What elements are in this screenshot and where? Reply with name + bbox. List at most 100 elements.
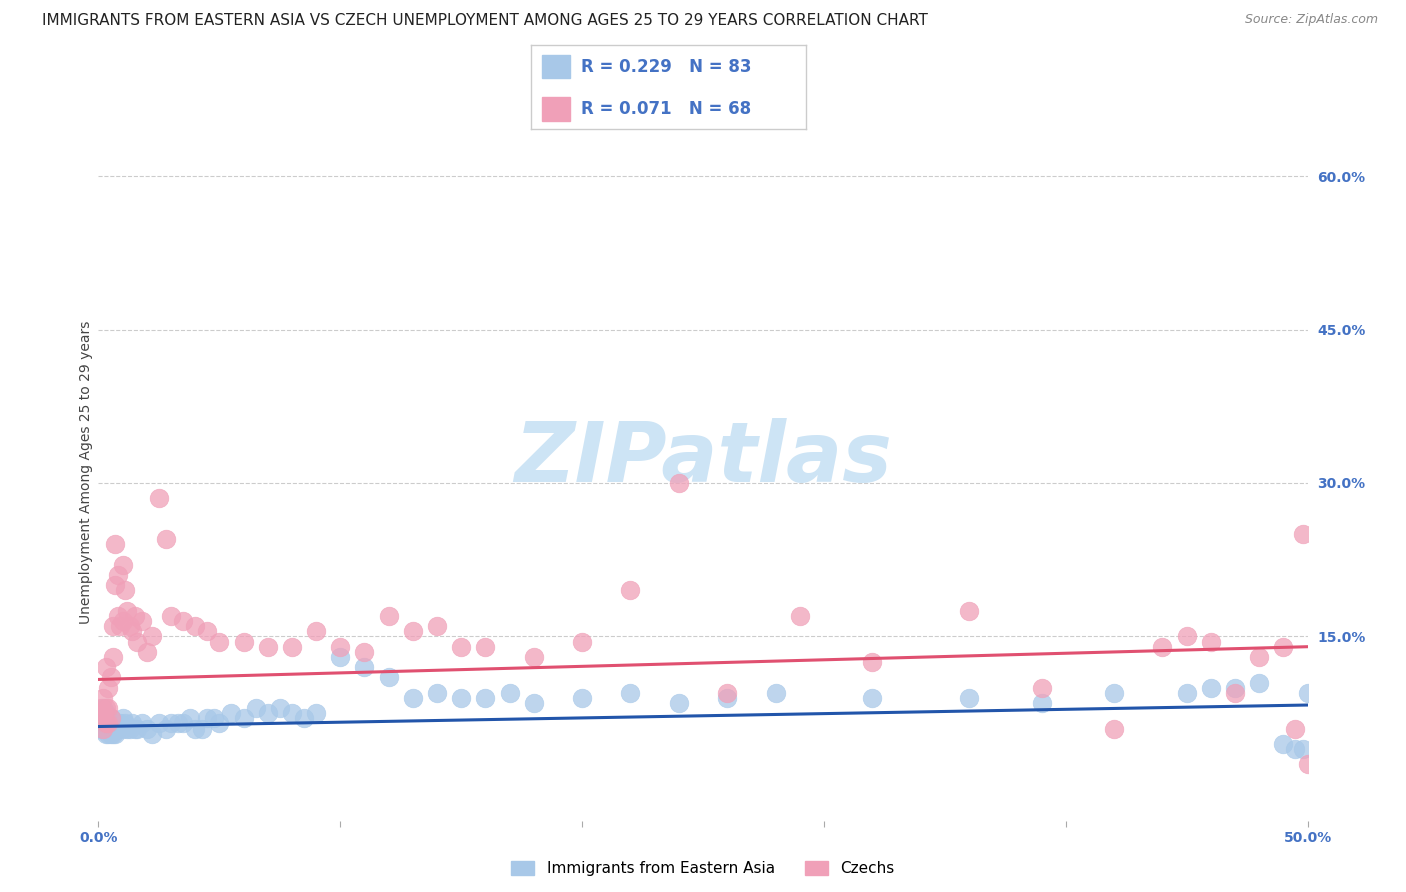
Point (111, 614, 134, 628)
Point (90, 706, 112, 721)
Point (117, 722, 139, 736)
Point (1296, 757, 1319, 772)
Point (765, 686, 787, 700)
Point (104, 578, 127, 592)
Point (97, 716, 120, 731)
Point (191, 722, 214, 736)
Point (329, 640, 352, 654)
Point (1296, 686, 1319, 700)
Point (141, 630, 163, 644)
Point (148, 491, 170, 506)
Point (107, 609, 129, 624)
Point (172, 716, 194, 731)
Point (91, 690, 114, 705)
Point (107, 722, 129, 736)
Point (245, 701, 267, 715)
Point (108, 619, 131, 633)
Point (160, 609, 183, 624)
Bar (543, 97, 569, 120)
Point (1284, 722, 1306, 736)
Point (281, 706, 304, 721)
Point (160, 716, 183, 731)
Point (292, 711, 315, 725)
Point (91, 701, 114, 715)
Point (91, 706, 114, 721)
Point (789, 609, 811, 624)
Point (97, 726, 120, 740)
Point (91, 722, 114, 736)
Point (148, 716, 170, 731)
Point (1152, 640, 1174, 654)
Point (104, 722, 127, 736)
Point (1102, 686, 1125, 700)
Point (121, 716, 143, 731)
Point (155, 533, 177, 547)
Point (1175, 630, 1198, 644)
Point (97, 716, 120, 731)
Point (256, 706, 278, 721)
Point (1031, 696, 1053, 710)
Point (124, 609, 146, 624)
Point (94, 716, 117, 731)
Point (131, 614, 153, 628)
Point (860, 655, 883, 669)
Point (571, 690, 593, 705)
Point (90, 711, 112, 725)
Point (1292, 527, 1315, 541)
Point (141, 726, 163, 740)
Point (90, 722, 112, 736)
Point (184, 722, 207, 736)
Point (118, 722, 141, 736)
Point (450, 690, 472, 705)
Point (101, 726, 124, 740)
Bar (543, 54, 569, 78)
Point (474, 640, 496, 654)
Point (571, 634, 593, 648)
Point (474, 690, 496, 705)
Point (97, 701, 120, 715)
Point (208, 634, 231, 648)
Point (108, 716, 131, 731)
Point (1175, 686, 1198, 700)
Point (94, 716, 117, 731)
Point (221, 706, 243, 721)
Point (305, 706, 328, 721)
Point (619, 583, 641, 598)
Point (402, 624, 425, 639)
Y-axis label: Unemployment Among Ages 25 to 29 years: Unemployment Among Ages 25 to 29 years (79, 321, 93, 624)
Point (114, 716, 136, 731)
Point (90, 701, 112, 715)
Point (94, 660, 117, 674)
Point (91, 716, 114, 731)
Point (860, 690, 883, 705)
Point (111, 558, 134, 572)
Point (100, 722, 122, 736)
Point (1284, 742, 1306, 756)
Point (195, 711, 218, 725)
Point (91, 722, 114, 736)
Point (450, 640, 472, 654)
Text: R = 0.071   N = 68: R = 0.071 N = 68 (581, 100, 751, 118)
Point (232, 711, 254, 725)
Point (232, 634, 254, 648)
Point (1102, 722, 1125, 736)
Text: R = 0.229   N = 83: R = 0.229 N = 83 (581, 58, 751, 76)
Point (523, 649, 546, 664)
Point (127, 722, 149, 736)
Point (426, 619, 449, 633)
Point (94, 706, 117, 721)
Text: ZIPatlas: ZIPatlas (515, 418, 891, 500)
Point (668, 696, 690, 710)
Point (208, 716, 231, 731)
Point (91, 711, 114, 725)
Point (668, 475, 690, 490)
Point (94, 726, 117, 740)
Point (619, 686, 641, 700)
Point (1272, 640, 1295, 654)
Point (100, 670, 122, 684)
Point (104, 726, 127, 740)
Point (94, 722, 117, 736)
Point (269, 701, 291, 715)
Point (1199, 681, 1222, 695)
Point (135, 722, 157, 736)
